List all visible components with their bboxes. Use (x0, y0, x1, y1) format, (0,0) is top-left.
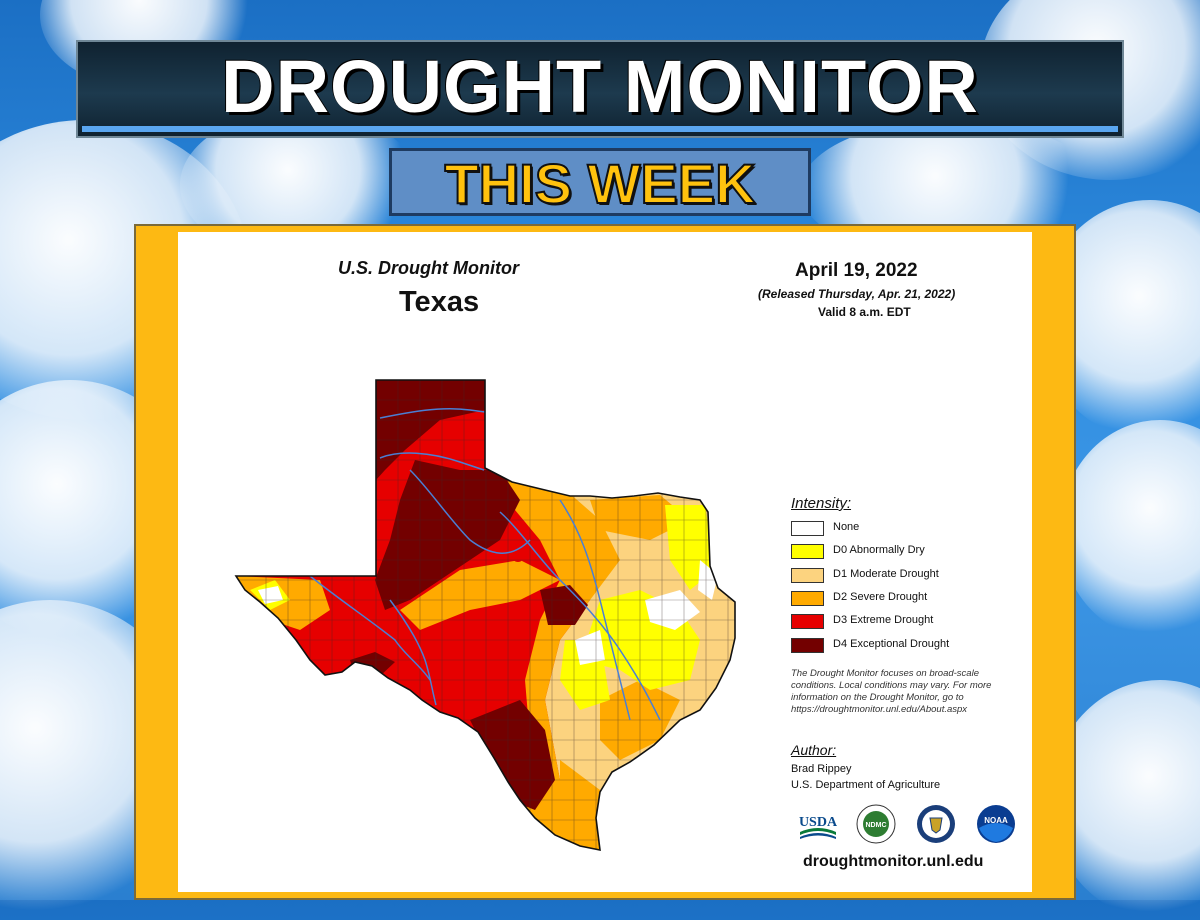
release-date: (Released Thursday, Apr. 21, 2022) (758, 287, 956, 301)
legend-swatch (791, 591, 824, 606)
texas-drought-map (234, 379, 736, 852)
legend-swatch (791, 544, 824, 559)
author-org: U.S. Department of Agriculture (791, 779, 941, 791)
logo-text: NOAA (984, 816, 1008, 825)
title-banner: DROUGHT MONITOR (76, 40, 1124, 138)
legend-label: D1 Moderate Drought (833, 568, 939, 580)
drought-zones (236, 380, 735, 850)
usda-logo: USDA (799, 815, 838, 839)
legend-label: None (833, 521, 860, 533)
logo-text: NDMC (866, 822, 887, 829)
banner-subtitle: THIS WEEK (443, 151, 756, 216)
banner-title: DROUGHT MONITOR (221, 45, 979, 128)
product-title: U.S. Drought Monitor (338, 258, 519, 278)
legend-title: Intensity: (791, 495, 852, 512)
legend-swatch (791, 568, 824, 583)
legend-label: D2 Severe Drought (833, 591, 928, 603)
valid-time: Valid 8 a.m. EDT (818, 305, 911, 319)
legend-label: D3 Extreme Drought (833, 614, 934, 626)
doc-seal-logo (917, 805, 955, 843)
noaa-logo: NOAA (977, 805, 1015, 843)
legend-label: D0 Abnormally Dry (833, 544, 925, 556)
website-link[interactable]: droughtmonitor.unl.edu (803, 853, 984, 870)
subtitle-banner: THIS WEEK (389, 148, 811, 216)
disclaimer-note: The Drought Monitor focuses on broad-sca… (791, 668, 992, 715)
map-date: April 19, 2022 (795, 260, 918, 281)
author-name: Brad Rippey (791, 763, 852, 775)
logo-text: USDA (799, 815, 838, 830)
rivers (309, 407, 661, 721)
region-title: Texas (399, 286, 480, 318)
banner-underline (82, 126, 1118, 132)
legend-label: D4 Exceptional Drought (833, 638, 950, 650)
legend-swatch (791, 521, 824, 536)
legend-swatch (791, 638, 824, 653)
author-heading: Author: (791, 742, 837, 758)
texas-outline (234, 379, 736, 852)
ndmc-logo: NDMC (856, 804, 896, 844)
legend-swatch (791, 614, 824, 629)
